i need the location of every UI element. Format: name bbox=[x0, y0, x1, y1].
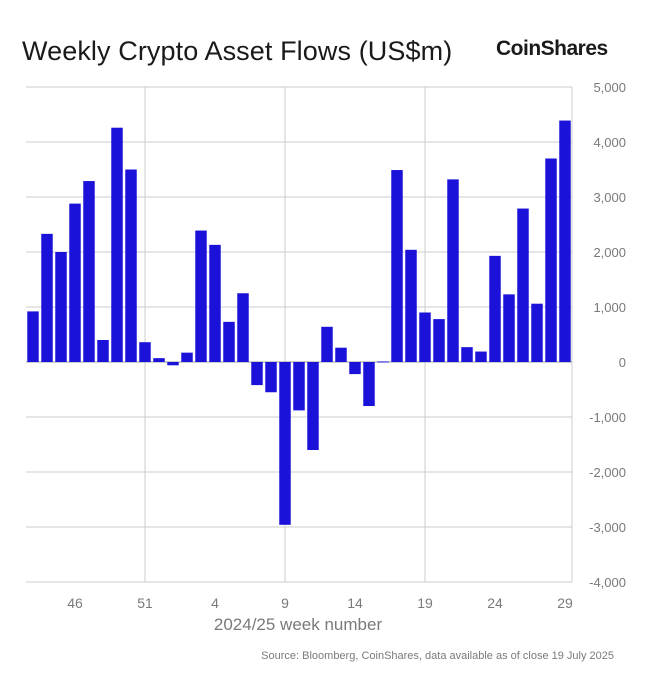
bar bbox=[139, 342, 151, 362]
bar bbox=[153, 358, 165, 362]
x-tick-label: 9 bbox=[281, 595, 289, 611]
bar bbox=[447, 179, 459, 362]
bar bbox=[209, 244, 221, 362]
bar bbox=[419, 312, 431, 362]
y-tick-label: 0 bbox=[619, 355, 626, 370]
bar bbox=[195, 230, 207, 362]
x-tick-label: 46 bbox=[67, 595, 83, 611]
y-tick-label: -2,000 bbox=[589, 465, 626, 480]
x-tick-label: 29 bbox=[557, 595, 573, 611]
y-tick-label: 5,000 bbox=[593, 80, 626, 95]
bar bbox=[111, 127, 123, 362]
x-tick-label: 19 bbox=[417, 595, 433, 611]
y-tick-label: 1,000 bbox=[593, 300, 626, 315]
bar bbox=[349, 362, 361, 375]
bar bbox=[55, 252, 67, 362]
bar bbox=[251, 362, 263, 386]
bar bbox=[545, 158, 557, 362]
bar bbox=[405, 249, 417, 362]
x-tick-label: 4 bbox=[211, 595, 219, 611]
bar bbox=[475, 351, 487, 362]
bar bbox=[559, 120, 571, 362]
x-tick-label: 51 bbox=[137, 595, 153, 611]
y-tick-label: -3,000 bbox=[589, 520, 626, 535]
bar bbox=[363, 362, 375, 406]
bar bbox=[41, 233, 53, 362]
x-axis-label: 2024/25 week number bbox=[214, 615, 383, 634]
bar bbox=[335, 347, 347, 362]
bar bbox=[489, 255, 501, 362]
bar bbox=[181, 352, 193, 362]
bar bbox=[83, 181, 95, 362]
bar bbox=[461, 347, 473, 362]
y-tick-label: 3,000 bbox=[593, 190, 626, 205]
x-tick-label: 14 bbox=[347, 595, 363, 611]
bar bbox=[531, 303, 543, 362]
y-tick-label: 2,000 bbox=[593, 245, 626, 260]
bar bbox=[27, 311, 39, 362]
y-tick-label: 4,000 bbox=[593, 135, 626, 150]
brand-logo: CoinShares bbox=[496, 37, 608, 60]
bar bbox=[433, 319, 445, 362]
bar bbox=[279, 362, 291, 525]
bar bbox=[517, 208, 529, 362]
bar bbox=[293, 362, 305, 411]
bar bbox=[377, 361, 389, 363]
bar bbox=[503, 294, 515, 362]
bar bbox=[391, 170, 403, 362]
bar bbox=[97, 340, 109, 362]
bar bbox=[321, 326, 333, 362]
bar bbox=[307, 362, 319, 450]
x-tick-label: 24 bbox=[487, 595, 503, 611]
source-note: Source: Bloomberg, CoinShares, data avai… bbox=[261, 650, 614, 662]
bar bbox=[237, 293, 249, 362]
y-tick-label: -4,000 bbox=[589, 575, 626, 590]
y-tick-label: -1,000 bbox=[589, 410, 626, 425]
bar bbox=[125, 169, 137, 362]
bar bbox=[223, 321, 235, 362]
bar bbox=[265, 362, 277, 393]
bar bbox=[69, 203, 81, 362]
chart-title: Weekly Crypto Asset Flows (US$m) bbox=[22, 36, 453, 66]
bar bbox=[167, 362, 179, 366]
